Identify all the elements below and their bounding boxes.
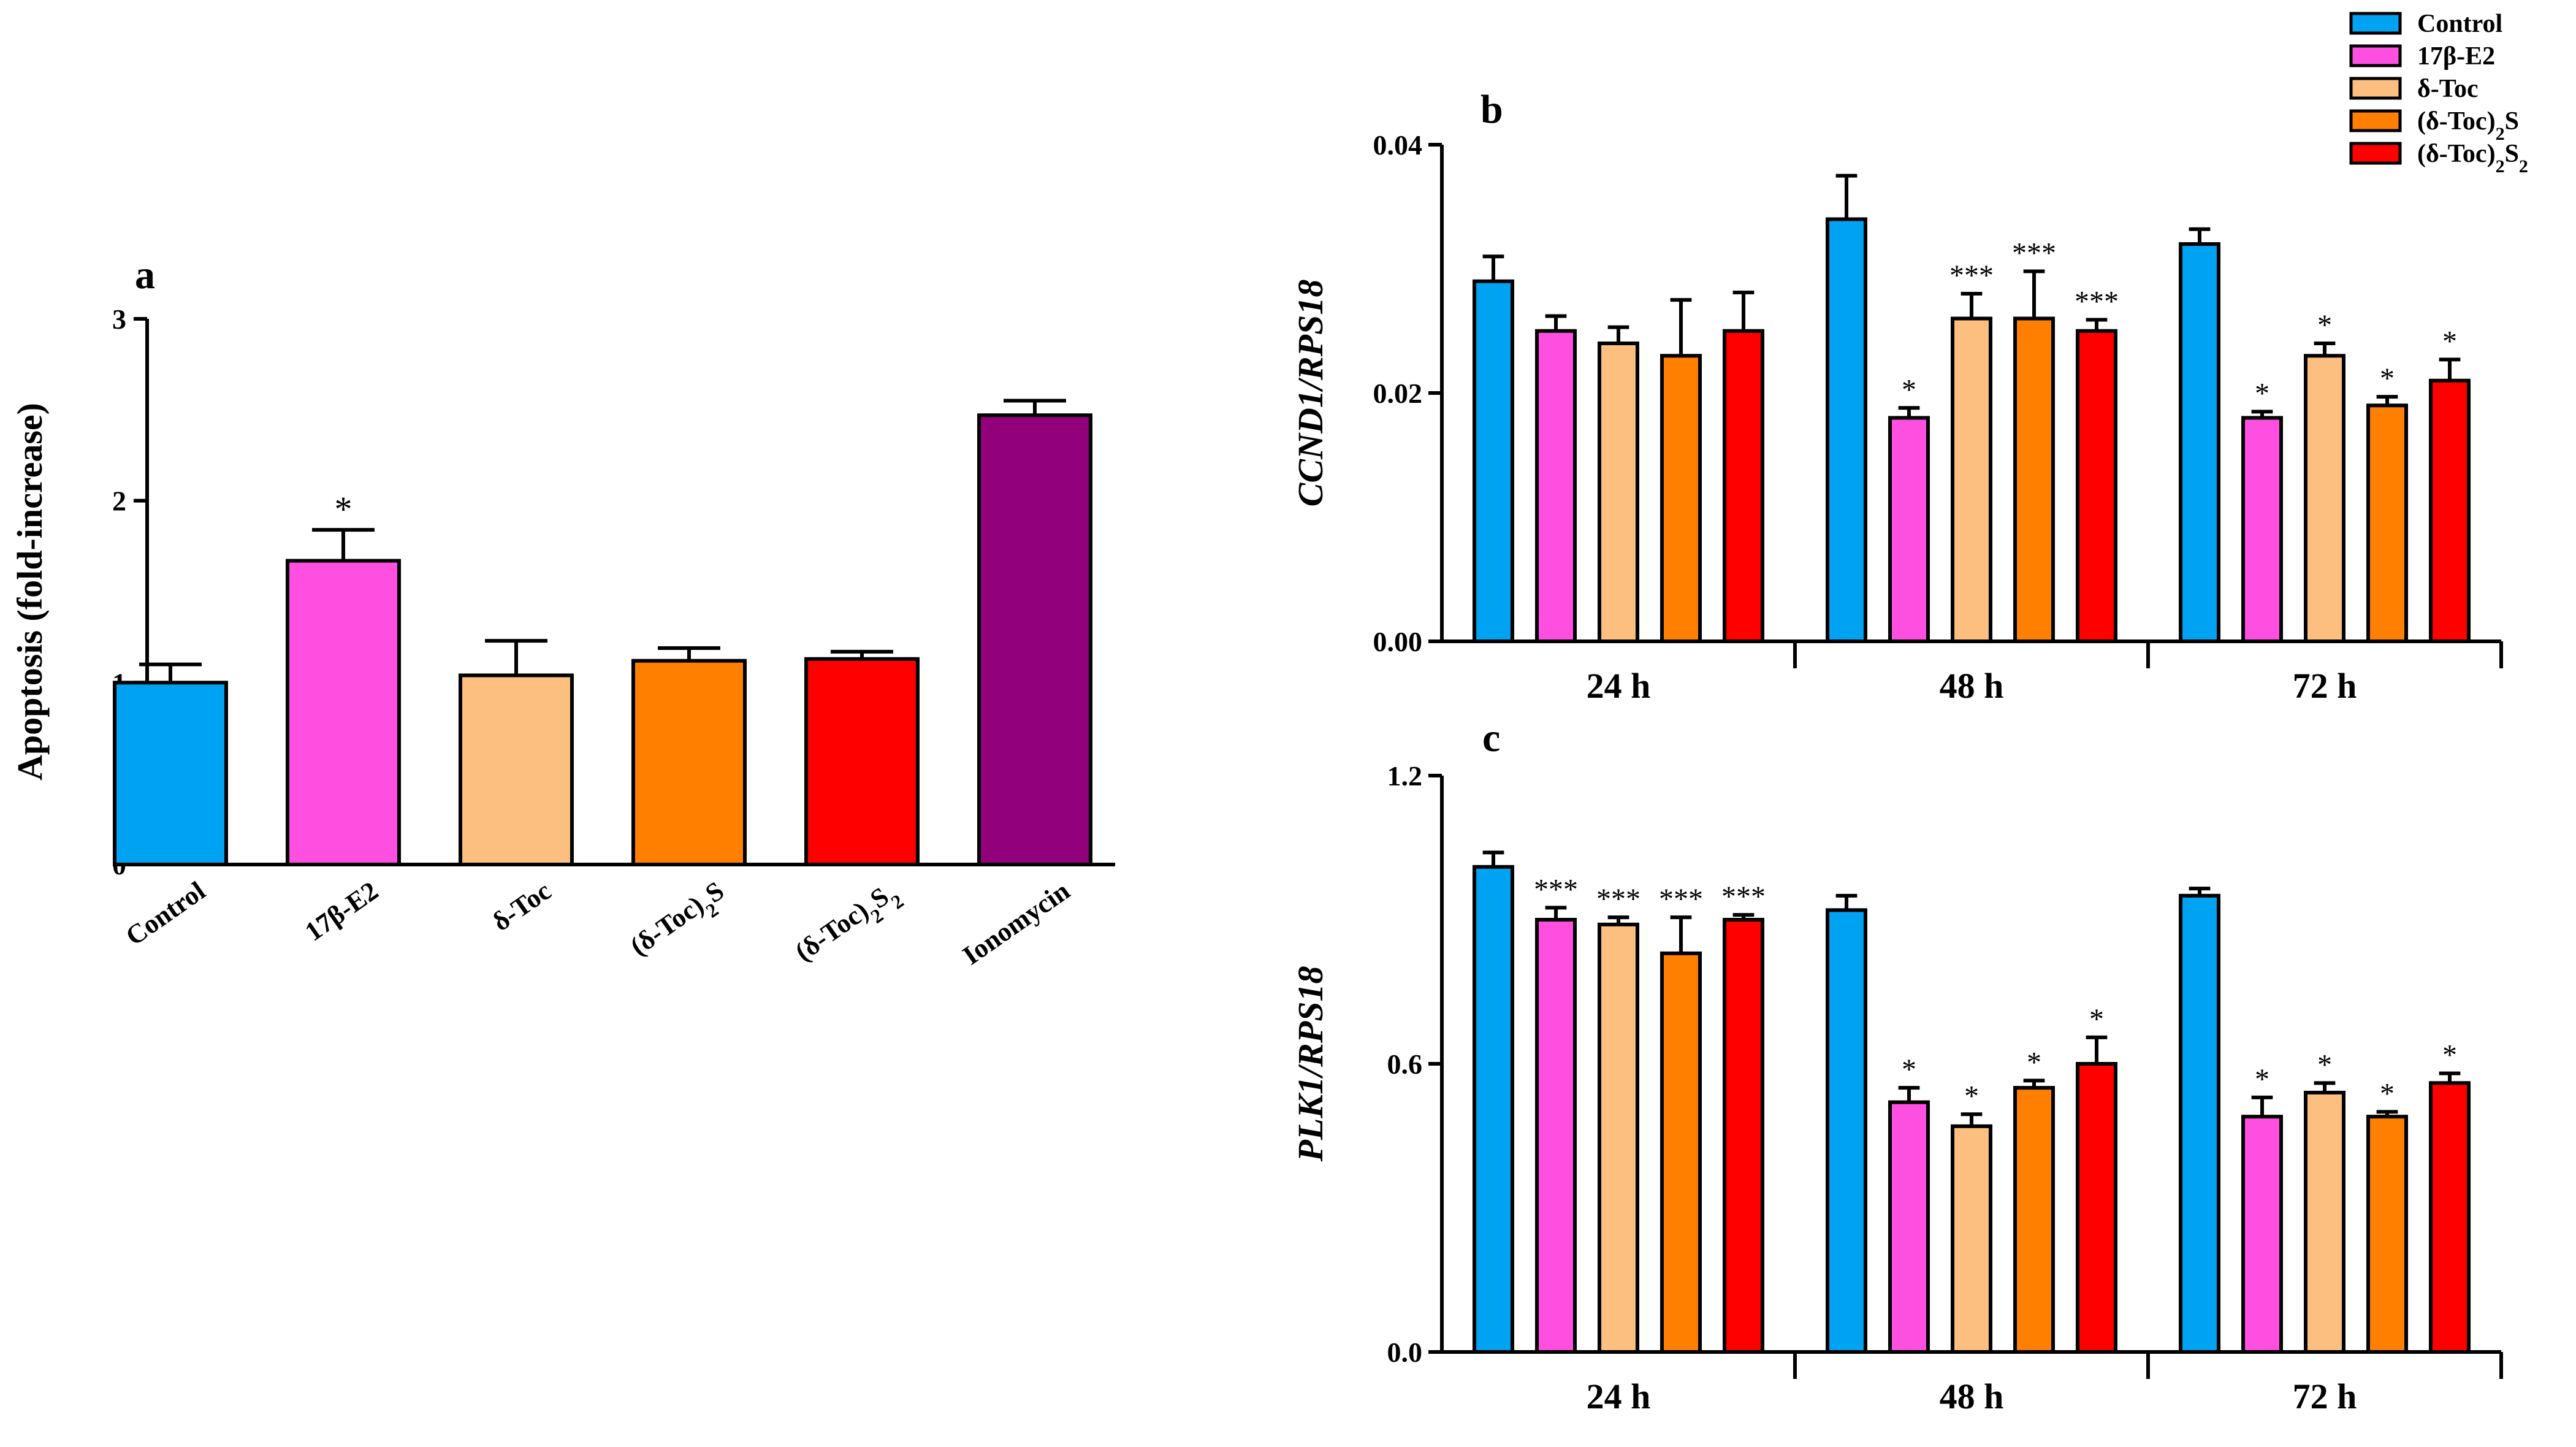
bar-48-h-toc-2s <box>2013 316 2055 643</box>
legend-swatch-toc <box>2349 77 2402 100</box>
bar-72-h-toc-2s <box>2366 1115 2408 1354</box>
y-tick-label: 2 <box>112 486 126 517</box>
bar-48-h-toc-2s2 <box>2076 329 2117 643</box>
legend-swatch-toc-2s2 <box>2349 142 2402 165</box>
bar-24-h-control <box>1473 865 1514 1354</box>
panel-label-b: b <box>1480 87 1503 132</box>
bar-toc-2s <box>631 659 747 866</box>
group-label-48-h: 48 h <box>1940 666 2004 706</box>
legend-swatch-control <box>2349 12 2402 35</box>
bar-48-h-17-e2 <box>1888 1100 1930 1354</box>
group-label-48-h: 48 h <box>1940 1376 2004 1416</box>
bar-72-h-17-e2-significance: * <box>2255 1063 2269 1096</box>
legend-label-17-e2: 17β-E2 <box>2417 42 2495 71</box>
x-tick-label-17-e2: 17β-E2 <box>300 876 384 947</box>
y-tick-label: 0.0 <box>1387 1337 1423 1368</box>
bar-48-h-toc-2s <box>2013 1086 2055 1354</box>
legend-label-control: Control <box>2417 10 2502 38</box>
y-tick-label: 0.04 <box>1373 129 1423 161</box>
bar-72-h-17-e2 <box>2241 416 2283 643</box>
bar-72-h-toc-2s2 <box>2429 378 2471 643</box>
bar-72-h-control <box>2179 893 2220 1354</box>
bar-48-h-toc-2s2-significance: *** <box>2075 286 2119 318</box>
y-tick-label: 3 <box>112 304 126 335</box>
bar-48-h-toc-2s2-significance: * <box>2089 1003 2104 1036</box>
y-tick-label: 1.2 <box>1387 760 1423 792</box>
bar-ionomycin <box>977 413 1092 866</box>
y-tick-label: 0.02 <box>1373 378 1423 409</box>
x-tick-label-control: Control <box>120 876 211 952</box>
bar-17-e2 <box>286 559 401 866</box>
group-label-72-h: 72 h <box>2293 666 2357 706</box>
bar-24-h-toc-2s <box>1660 354 1702 643</box>
x-tick-label-toc-2s2: (δ-Toc)2S2 <box>790 876 907 974</box>
legend-label-toc: δ-Toc <box>2417 75 2479 103</box>
bar-48-h-toc-2s2 <box>2076 1062 2117 1354</box>
x-tick-label-toc: δ-Toc <box>487 876 557 937</box>
x-tick-label-toc-2s: (δ-Toc)2S <box>625 876 734 969</box>
y-axis-title: CCND1/RPS18 <box>1290 280 1330 507</box>
bar-24-h-toc-2s-significance: *** <box>1659 883 1703 915</box>
bar-24-h-17-e2 <box>1535 918 1577 1354</box>
bar-toc-2s2 <box>804 657 920 867</box>
bar-48-h-toc-significance: *** <box>1949 259 1994 292</box>
bar-48-h-toc <box>1951 1124 1992 1354</box>
bar-48-h-17-e2-significance: * <box>1902 373 1916 406</box>
bar-48-h-control <box>1826 217 1867 643</box>
bar-24-h-toc-2s2-significance: *** <box>1721 880 1766 913</box>
panel-a-chart: a0123Apoptosis (fold-increase)Control*17… <box>10 253 1115 974</box>
y-tick-label: 0.00 <box>1373 626 1423 657</box>
bar-72-h-toc-2s2 <box>2429 1081 2471 1354</box>
bar-72-h-toc-2s2-significance: * <box>2442 1039 2457 1072</box>
bar-48-h-toc-2s-significance: * <box>2027 1046 2041 1079</box>
bar-toc <box>459 673 574 866</box>
bar-17-e2-significance: * <box>335 489 352 529</box>
legend-swatch-toc-2s <box>2349 109 2402 132</box>
bar-48-h-toc <box>1951 316 1992 643</box>
bar-24-h-control <box>1473 279 1514 643</box>
legend-label-toc-2s: (δ-Toc)2S <box>2417 107 2519 144</box>
bar-72-h-toc-significance: * <box>2317 309 2332 342</box>
bar-72-h-toc <box>2304 354 2345 643</box>
bar-24-h-toc <box>1598 342 1639 643</box>
bar-24-h-toc-2s <box>1660 951 1702 1354</box>
bar-72-h-control <box>2179 242 2220 643</box>
bar-72-h-17-e2-significance: * <box>2255 377 2269 410</box>
bar-control <box>113 681 228 867</box>
bar-24-h-toc-2s2 <box>1723 329 1764 643</box>
panel-label-a: a <box>135 253 155 297</box>
bar-24-h-toc-2s2 <box>1723 918 1764 1354</box>
bar-72-h-toc-significance: * <box>2317 1048 2332 1081</box>
x-tick-label-ionomycin: Ionomycin <box>957 876 1075 971</box>
bar-72-h-toc-2s <box>2366 403 2408 643</box>
bar-72-h-toc-2s-significance: * <box>2380 1077 2395 1110</box>
bar-72-h-toc <box>2304 1091 2345 1354</box>
bar-48-h-17-e2-significance: * <box>1902 1053 1916 1086</box>
group-label-24-h: 24 h <box>1587 666 1651 706</box>
bar-24-h-toc-significance: *** <box>1596 883 1640 915</box>
bar-72-h-toc-2s-significance: * <box>2380 362 2395 395</box>
bar-48-h-17-e2 <box>1888 416 1930 643</box>
group-label-24-h: 24 h <box>1587 1376 1651 1416</box>
y-tick-label: 0.6 <box>1387 1048 1423 1080</box>
bar-24-h-toc <box>1598 922 1639 1354</box>
bar-24-h-17-e2 <box>1535 329 1577 643</box>
bar-48-h-toc-2s-significance: *** <box>2012 237 2056 270</box>
bar-24-h-17-e2-significance: *** <box>1534 873 1578 906</box>
group-label-72-h: 72 h <box>2293 1376 2357 1416</box>
panel-label-c: c <box>1482 716 1500 760</box>
y-axis-title: PLK1/RPS18 <box>1290 966 1330 1162</box>
bar-72-h-toc-2s2-significance: * <box>2442 325 2457 357</box>
bar-48-h-control <box>1826 908 1867 1354</box>
bar-48-h-toc-significance: * <box>1964 1080 1979 1112</box>
legend-swatch-17-e2 <box>2349 44 2402 67</box>
bar-72-h-17-e2 <box>2241 1115 2283 1354</box>
legend-label-toc-2s2: (δ-Toc)2S2 <box>2417 140 2528 177</box>
y-axis-title: Apoptosis (fold-increase) <box>10 403 50 781</box>
legend: Control 17β-E2 δ-Toc (δ-Toc)2S(δ-Toc)2S2 <box>2349 10 2528 177</box>
